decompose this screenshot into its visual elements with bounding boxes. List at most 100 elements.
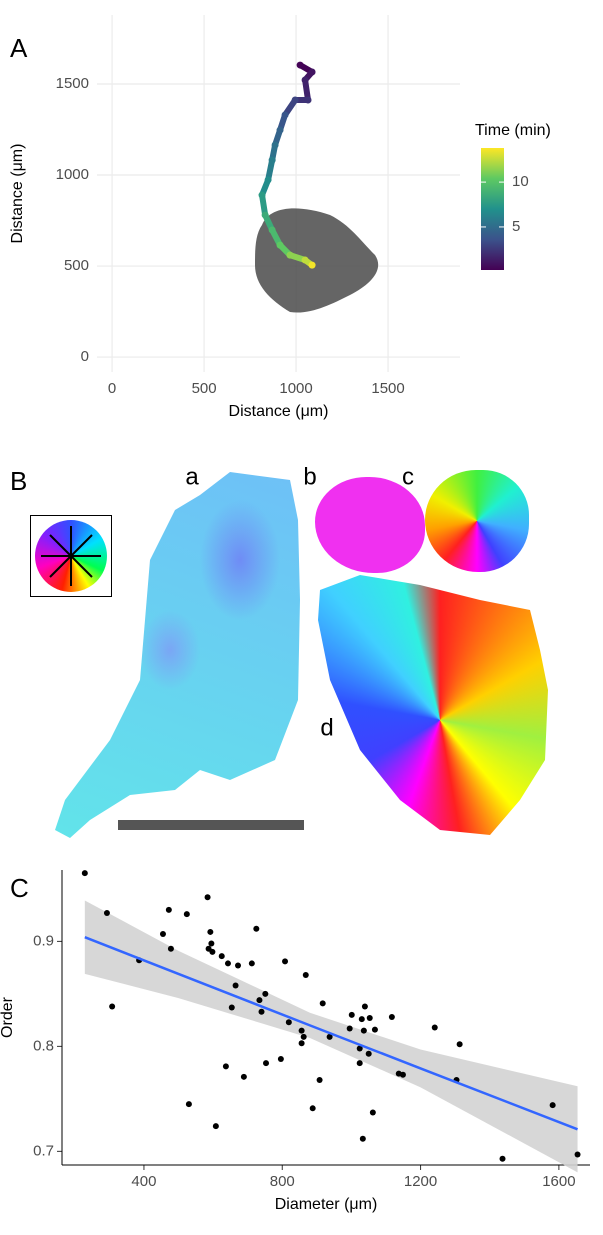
point [258,1008,265,1015]
point [209,948,216,955]
x-tick-label: 1000 [279,380,312,397]
track-point [261,211,269,219]
track-point [281,111,289,119]
point [207,928,214,935]
point [212,1123,219,1130]
point [262,990,269,997]
track-point [264,176,272,184]
point [298,1027,305,1034]
track-point [268,156,276,164]
point [224,960,231,967]
cell-image [255,208,379,313]
point [499,1155,506,1162]
track-point [304,96,312,104]
x-tick-label: 1200 [404,1173,437,1190]
point [348,1011,355,1018]
track-point [276,241,284,249]
track-point [301,76,309,84]
point [282,958,289,965]
track-point [276,126,284,134]
x-tick-label: 1500 [371,380,404,397]
y-tick-label: 1500 [56,75,89,92]
point [263,1060,270,1067]
point [240,1073,247,1080]
point [359,1135,366,1142]
point [356,1060,363,1067]
legend-title: Time (min) [475,122,551,139]
x-tick-label: 1600 [542,1173,575,1190]
point [103,910,110,917]
point [369,1109,376,1116]
point [185,1101,192,1108]
track-point [301,256,309,264]
point [574,1151,581,1158]
point [399,1071,406,1078]
point [366,1015,373,1022]
fit-line [84,936,579,1131]
track-point [296,61,304,69]
cell-label: b [303,463,316,490]
y-tick-label: 500 [64,257,89,274]
cell-label: d [320,714,333,741]
point [109,1003,116,1010]
point [298,1040,305,1047]
point [277,1055,284,1062]
track-point [291,96,299,104]
track-point [286,251,294,259]
colorbar-label: 10 [512,173,529,190]
point [183,911,190,918]
point [456,1041,463,1048]
y-tick-label: 0.9 [33,932,54,949]
y-tick-label: 0.7 [33,1142,54,1159]
point [361,1003,368,1010]
point [248,960,255,967]
point [208,940,215,947]
point [235,962,241,969]
point [302,971,309,978]
point [356,1045,363,1052]
track-point [268,226,276,234]
point [346,1025,353,1032]
point [204,894,211,901]
point [360,1027,367,1034]
point [319,1000,326,1007]
point [222,1063,229,1070]
track-point [308,68,316,76]
point [358,1016,365,1023]
point [326,1033,333,1040]
track-point [271,141,279,149]
x-axis-title: Diameter (μm) [275,1196,378,1213]
cell-b [315,477,425,573]
y-axis-title: Order [0,996,16,1038]
colorbar [481,148,504,270]
point [371,1026,378,1033]
point [365,1050,372,1057]
track-point [258,191,266,199]
point [167,945,174,952]
y-tick-label: 0 [81,348,89,365]
x-tick-label: 500 [192,380,217,397]
x-tick-label: 400 [131,1173,156,1190]
cell-c [425,470,529,572]
track-point [308,261,316,269]
panel-label: A [10,33,28,63]
panel-label: C [10,873,29,903]
x-axis-title: Distance (μm) [229,403,329,420]
y-axis-title: Distance (μm) [9,144,26,244]
point [165,906,172,913]
point [285,1019,292,1026]
point [316,1076,323,1083]
panel-label: B [10,466,27,496]
point [159,931,166,938]
point [81,870,88,877]
point [253,925,260,932]
point [232,982,239,989]
point [309,1105,316,1112]
x-tick-label: 0 [108,380,116,397]
wheel-arrows [41,526,101,586]
x-tick-label: 800 [270,1173,295,1190]
point [228,1004,235,1011]
colorbar-label: 5 [512,218,520,235]
